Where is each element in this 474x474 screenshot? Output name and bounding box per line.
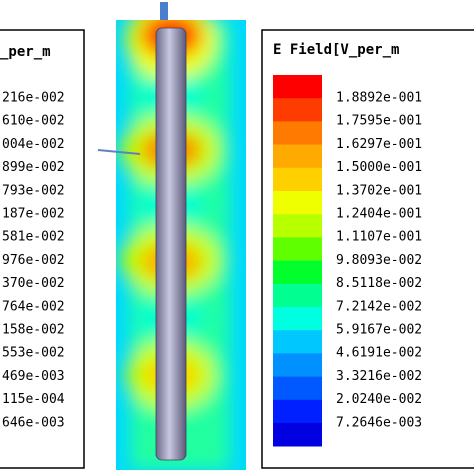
legend-label: 1.5000e-001: [336, 160, 422, 175]
legend-label: 1.8892e-001: [336, 91, 422, 106]
legend-label: 187e-002: [2, 207, 65, 222]
color-swatch: [273, 307, 322, 331]
legend-label: 1.1107e-001: [336, 230, 422, 245]
legend-label: 469e-003: [2, 369, 65, 384]
legend-label: 004e-002: [2, 137, 65, 152]
legend-label: 581e-002: [2, 230, 65, 245]
legend-label: 158e-002: [2, 323, 65, 338]
legend-label: 610e-002: [2, 114, 65, 129]
color-swatch: [273, 376, 322, 401]
legend-label: 216e-002: [2, 91, 65, 106]
color-swatch: [273, 167, 322, 192]
left-legend: [0, 29, 85, 469]
color-swatch: [273, 237, 322, 261]
field-plot: [116, 20, 246, 470]
legend-label: 1.3702e-001: [336, 183, 422, 198]
port-top: [160, 2, 168, 20]
color-swatch: [273, 283, 322, 308]
color-swatch: [273, 353, 322, 377]
color-swatch: [273, 75, 322, 99]
legend-label: 8.5118e-002: [336, 276, 422, 291]
legend-label: 1.6297e-001: [336, 137, 422, 152]
legend-label: 4.6191e-002: [336, 346, 422, 361]
color-swatch: [273, 121, 322, 145]
legend-label: 976e-002: [2, 253, 65, 268]
right-legend-title: E Field[V_per_m: [273, 42, 399, 58]
color-swatch: [273, 423, 322, 447]
legend-label: 7.2646e-003: [336, 415, 422, 430]
legend-label: 3.3216e-002: [336, 369, 422, 384]
legend-label: 5.9167e-002: [336, 323, 422, 338]
legend-label: 370e-002: [2, 276, 65, 291]
left-legend-title: _per_m: [0, 44, 51, 60]
legend-label: 646e-003: [2, 415, 65, 430]
color-swatch: [273, 260, 322, 285]
color-swatch: [273, 399, 322, 424]
legend-label: 7.2142e-002: [336, 299, 422, 314]
color-swatch: [273, 191, 322, 215]
color-swatch: [273, 98, 322, 122]
color-swatch: [273, 330, 322, 354]
legend-label: 1.7595e-001: [336, 114, 422, 129]
legend-label: 764e-002: [2, 299, 65, 314]
legend-label: 793e-002: [2, 183, 65, 198]
legend-label: 9.8093e-002: [336, 253, 422, 268]
legend-label: 2.0240e-002: [336, 392, 422, 407]
legend-label: 553e-002: [2, 346, 65, 361]
color-swatch: [273, 214, 322, 238]
legend-label: 1.2404e-001: [336, 207, 422, 222]
legend-label: 899e-002: [2, 160, 65, 175]
feed: [97, 149, 141, 155]
color-swatch: [273, 144, 322, 169]
legend-label: 115e-004: [2, 392, 65, 407]
